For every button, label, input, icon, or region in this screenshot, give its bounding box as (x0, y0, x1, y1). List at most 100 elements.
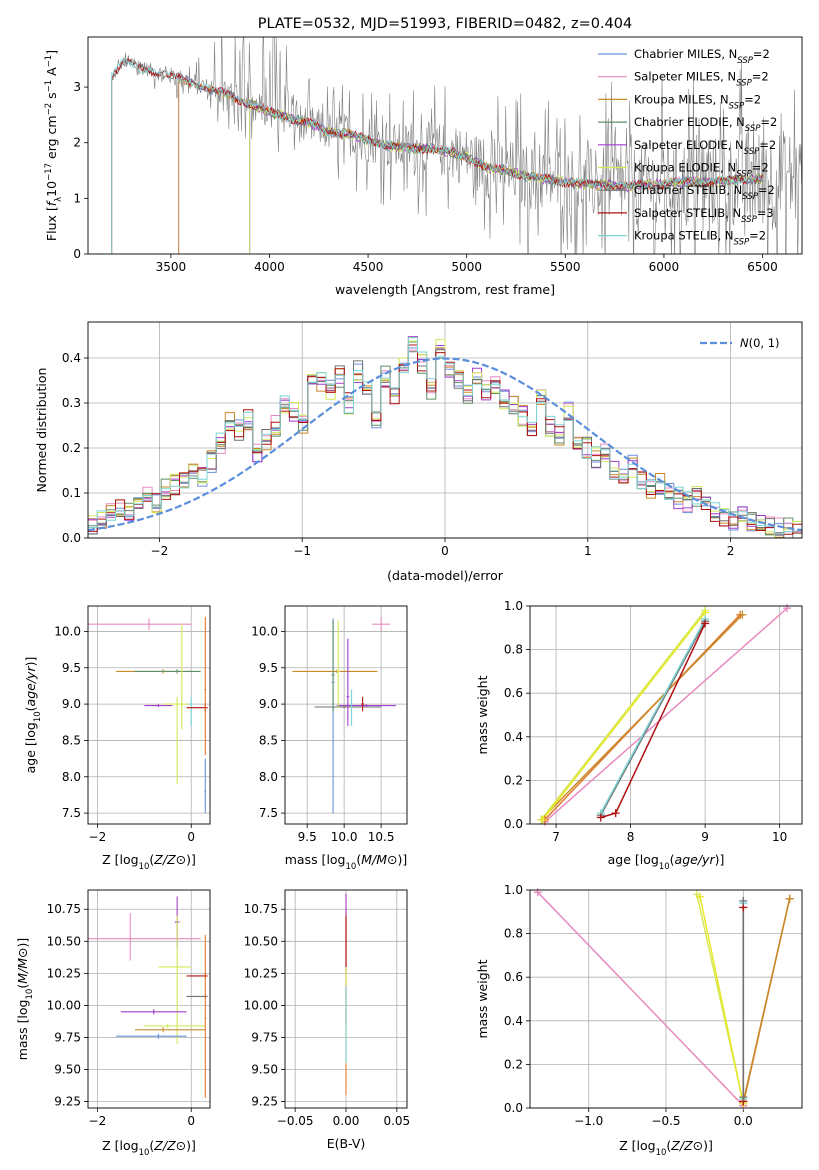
axes-frame (87, 321, 803, 539)
axes-residuals: −2 −1 0 1 2 0.0 0.1 0.2 0.3 0.4 (data-model)/error… (34, 321, 803, 583)
plot-area (540, 607, 788, 823)
x-tick-label: 7 (552, 830, 560, 844)
legend-entry: N(0, 1) (740, 336, 780, 350)
y-tick-label: 7.5 (62, 806, 81, 820)
label-part: 10 (44, 181, 59, 197)
y-tick-label: 8.0 (259, 770, 278, 784)
series-marker (739, 896, 748, 905)
y-tick-label: 9.0 (62, 697, 81, 711)
label-part: =2 (749, 229, 766, 243)
label-part: s (44, 92, 59, 103)
label-part: mass [ (15, 1019, 30, 1061)
label-part: 10 (33, 711, 43, 722)
label-part: 10 (139, 862, 150, 872)
y-tick-label: 0.8 (504, 643, 523, 657)
label-part: f (44, 200, 59, 206)
label-part: SSP (736, 79, 752, 89)
x-axis-label: mass [log10(M/M⊙)] (285, 852, 408, 872)
y-tick-label: 10.25 (244, 966, 278, 980)
label-part: SSP (734, 238, 750, 248)
label-part: M/M⊙ (15, 948, 30, 984)
label-part: SSP (744, 147, 760, 157)
label-part: =2 (759, 138, 776, 152)
x-tick-label: 5500 (550, 260, 581, 274)
y-axis-label: Normed distribution (34, 368, 49, 493)
y-tick-label: 2 (73, 136, 81, 150)
label-part: ( (149, 1138, 154, 1153)
y-tick-label: 8.5 (62, 733, 81, 747)
label-part: ) (15, 943, 30, 948)
label-part: M/M⊙ (361, 852, 397, 867)
x-tick-label: 10 (772, 830, 787, 844)
y-tick-label: 10.00 (244, 998, 278, 1012)
label-part: age [ (608, 852, 640, 867)
plot-area (88, 896, 208, 1098)
axes-age-vs-Z: −2 07.58.08.59.09.510.0Z [log10(Z/Z⊙)]age… (23, 605, 211, 872)
label-part: Z/Z⊙ (153, 852, 186, 867)
x-tick-label: 1 (584, 544, 592, 558)
plot-area (88, 336, 802, 538)
label-part: =3 (757, 206, 774, 220)
x-tick-label: 0 (441, 544, 449, 558)
y-tick-label: 10.0 (54, 624, 81, 638)
legend-entry: Chabrier STELIB, NSSP=2 (634, 183, 775, 202)
label-part: =2 (744, 92, 761, 106)
legend-entry: Salpeter MILES, NSSP=2 (634, 70, 769, 89)
x-tick-label: −1 (293, 544, 311, 558)
legend-entry: Kroupa STELIB, NSSP=2 (634, 229, 766, 248)
label-part: −2 (44, 103, 54, 116)
y-tick-label: 9.0 (259, 697, 278, 711)
x-tick-label: 10.5 (368, 830, 395, 844)
y-tick-label: 1.0 (504, 883, 523, 897)
x-tick-label: 2 (727, 544, 735, 558)
axes-frame (284, 605, 408, 825)
label-part: =2 (760, 115, 777, 129)
axes-spectrum: 3500 4000 4500 5000 5500 6000 6500 0 1 2 3 PLATE=05… (44, 16, 803, 297)
label-part: Kroupa ELODIE, N (634, 161, 736, 175)
x-tick-label: 4000 (254, 260, 285, 274)
series-line (544, 607, 788, 823)
label-part: A (44, 67, 59, 80)
x-tick-label: 5000 (451, 260, 482, 274)
series-line (542, 612, 706, 821)
axes-frame (87, 605, 211, 825)
x-tick-label: −2 (151, 544, 169, 558)
label-part: log (120, 1138, 139, 1153)
x-axis-label: wavelength [Angstrom, rest frame] (335, 282, 555, 297)
label-part: mass [ (285, 852, 327, 867)
y-axis-label: Flux [fλ10−17 erg cm−2 s−1 A−1] (44, 50, 64, 241)
y-axis-label: mass [log10(M/M⊙)] (15, 938, 35, 1061)
label-part: ] (708, 1138, 713, 1153)
x-tick-label: −1.0 (574, 1114, 603, 1128)
y-tick-label: 0.2 (504, 1057, 523, 1071)
x-axis-label: Z [log10(Z/Z⊙)] (102, 852, 196, 872)
label-part: log (637, 1138, 656, 1153)
y-tick-label: 7.5 (259, 806, 278, 820)
series-line (699, 896, 745, 1104)
label-part: Z [ (102, 1138, 119, 1153)
label-part: log (120, 852, 139, 867)
label-part: SSP (741, 215, 757, 225)
label-part: 10 (659, 862, 670, 872)
series-marker (785, 894, 794, 903)
axes-frame (529, 889, 803, 1109)
y-tick-label: 1.0 (504, 599, 523, 613)
x-axis-label: age [log10(age/yr)] (608, 852, 725, 872)
label-part: log (326, 852, 345, 867)
series-marker (538, 815, 547, 824)
label-part: ( (670, 852, 675, 867)
plot-area (292, 616, 396, 814)
label-part: ( (15, 984, 30, 989)
label-part: ] (44, 50, 59, 55)
y-tick-label: 0.0 (62, 531, 81, 545)
series-line (540, 609, 706, 821)
label-part: =2 (758, 183, 775, 197)
label-part: log (15, 999, 30, 1018)
label-part: Salpeter ELODIE, N (634, 138, 744, 152)
series-marker (611, 809, 620, 818)
label-part: Salpeter STELIB, N (634, 206, 741, 220)
axes-frame (284, 889, 408, 1109)
label-part: ( (23, 706, 38, 711)
label-part: ] (191, 852, 196, 867)
